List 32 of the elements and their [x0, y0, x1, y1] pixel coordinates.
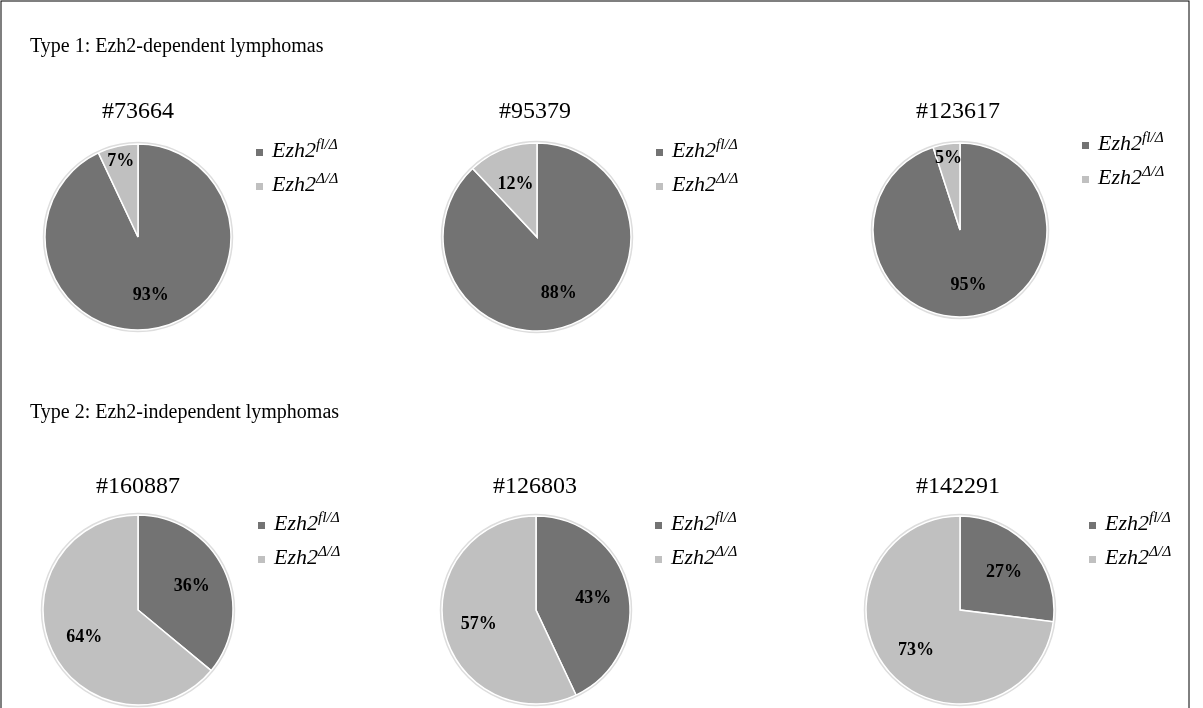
- chart-title: #142291: [916, 472, 1000, 498]
- legend-label: Ezh2$^{Δ/Δ}$: [1097, 161, 1165, 189]
- data-label: 5%: [934, 147, 962, 168]
- data-label: 64%: [66, 625, 103, 646]
- data-label: 93%: [132, 284, 169, 305]
- text: Type 1: Ezh2-dependent lymphomas: [30, 34, 324, 57]
- data-label: 43%: [575, 587, 612, 608]
- data-label: 73%: [897, 639, 934, 660]
- chart-title: #73664: [102, 97, 174, 123]
- text: Type 2: Ezh2-independent lymphomas: [30, 400, 340, 423]
- legend-label: Ezh2$^{fl/Δ}$: [671, 134, 738, 162]
- legend-label: Ezh2$^{Δ/Δ}$: [670, 541, 738, 569]
- chart-title: #160887: [96, 472, 180, 498]
- legend-label: Ezh2$^{fl/Δ}$: [1097, 127, 1164, 155]
- data-label: 57%: [460, 613, 497, 634]
- legend-label: Ezh2$^{Δ/Δ}$: [271, 168, 339, 196]
- legend-label: Ezh2$^{fl/Δ}$: [670, 507, 737, 535]
- legend-label: Ezh2$^{Δ/Δ}$: [1104, 541, 1172, 569]
- chart-title: #123617: [916, 97, 1000, 123]
- chart-title: #126803: [493, 472, 577, 498]
- data-label: 95%: [950, 274, 987, 295]
- chart-title: #95379: [499, 97, 571, 123]
- legend-label: Ezh2$^{fl/Δ}$: [1104, 507, 1171, 535]
- data-label: 88%: [540, 281, 577, 302]
- data-label: 36%: [173, 575, 210, 596]
- data-label: 7%: [107, 150, 135, 171]
- legend-label: Ezh2$^{fl/Δ}$: [273, 507, 340, 535]
- data-label: 12%: [497, 172, 534, 193]
- legend-label: Ezh2$^{Δ/Δ}$: [273, 541, 341, 569]
- data-label: 27%: [986, 561, 1023, 582]
- legend-label: Ezh2$^{fl/Δ}$: [271, 134, 338, 162]
- legend-label: Ezh2$^{Δ/Δ}$: [671, 168, 739, 196]
